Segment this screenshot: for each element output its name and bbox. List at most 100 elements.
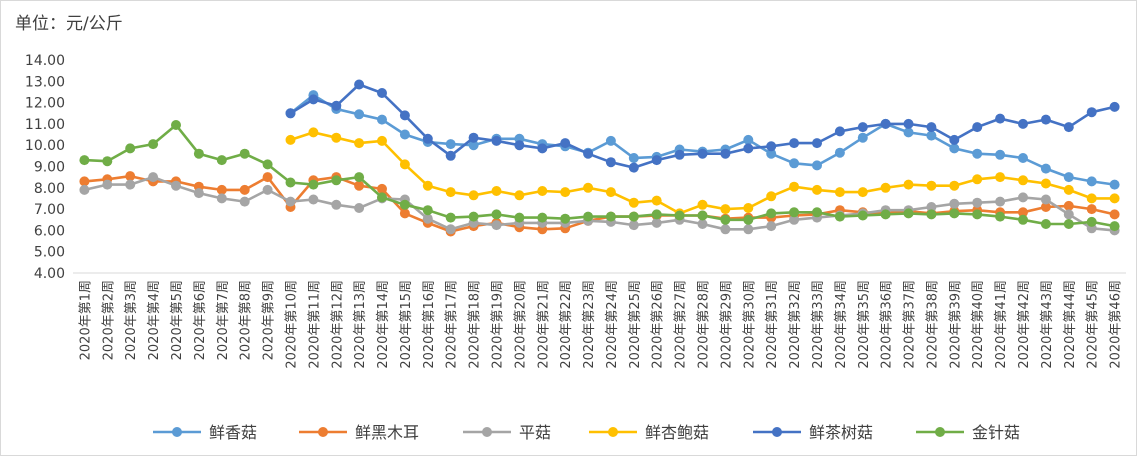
data-point [1109, 209, 1120, 220]
data-point [628, 197, 639, 208]
x-tick-label: 2020年第34周 [834, 280, 849, 369]
data-point [766, 141, 777, 152]
data-point [514, 140, 525, 151]
data-point [262, 184, 273, 195]
data-point [1018, 214, 1028, 225]
data-point [743, 143, 754, 154]
data-point [285, 108, 296, 119]
data-point [1063, 209, 1074, 220]
x-tick-label: 2020年第3周 [124, 280, 139, 360]
y-tick-label: 12.00 [25, 96, 65, 112]
data-point [354, 109, 365, 120]
data-point [399, 159, 410, 170]
data-point [789, 181, 800, 192]
data-point [399, 110, 410, 121]
data-point [720, 204, 731, 215]
data-point [697, 210, 708, 221]
x-axis-ticks: 2020年第1周 2020年第2周 2020年第3周 2020年第4周 2020年第5周… [78, 280, 1123, 369]
data-point [651, 155, 662, 166]
data-point [537, 143, 548, 154]
data-point [491, 186, 502, 196]
data-point [331, 100, 342, 111]
data-point [834, 187, 845, 198]
data-point [239, 148, 250, 159]
legend-swatch-marker [608, 427, 618, 437]
data-point [834, 211, 845, 222]
x-tick-label: 2020年第6周 [193, 280, 208, 360]
data-point [789, 207, 800, 218]
data-point [354, 138, 365, 149]
data-point [651, 209, 662, 220]
data-point [789, 214, 800, 225]
data-point [422, 205, 433, 216]
data-point [1109, 221, 1120, 232]
legend-label: 鲜杏鲍菇 [645, 423, 709, 442]
x-tick-label: 2020年第17周 [445, 280, 460, 369]
x-tick-label: 2020年第33周 [811, 280, 826, 369]
data-point [720, 214, 731, 225]
x-tick-label: 2020年第11周 [307, 280, 322, 369]
series-5 [285, 79, 1120, 173]
data-point [995, 113, 1006, 124]
data-point [422, 133, 433, 144]
series-1 [285, 90, 1120, 190]
data-point [1063, 172, 1074, 183]
x-tick-label: 2020年第36周 [880, 280, 895, 369]
data-point [79, 155, 90, 166]
data-point [949, 180, 960, 191]
data-point [1063, 200, 1074, 211]
x-tick-label: 2020年第20周 [513, 280, 528, 369]
data-point [468, 132, 479, 143]
data-point [1018, 192, 1028, 203]
x-tick-label: 2020年第25周 [628, 280, 643, 369]
data-point [216, 155, 227, 166]
data-point [491, 220, 502, 231]
data-point [605, 187, 616, 198]
data-point [377, 192, 387, 203]
data-point [628, 153, 639, 163]
x-tick-label: 2020年第45周 [1086, 280, 1101, 369]
x-tick-label: 2020年第15周 [399, 280, 414, 369]
data-point [628, 220, 639, 231]
data-point [102, 156, 113, 167]
data-point [903, 179, 914, 190]
data-point [1040, 178, 1051, 189]
x-tick-label: 2020年第42周 [1017, 280, 1032, 369]
x-tick-label: 2020年第38周 [925, 280, 940, 369]
data-point [514, 190, 525, 201]
data-point [216, 184, 227, 195]
data-point [926, 180, 937, 191]
data-point [743, 134, 754, 145]
data-point [377, 135, 387, 146]
data-point [79, 184, 90, 195]
data-point [560, 187, 571, 198]
x-tick-label: 2020年第41周 [994, 280, 1009, 369]
data-point [1018, 207, 1028, 218]
data-point [926, 209, 937, 220]
data-point [903, 118, 914, 129]
legend-item: 平菇 [463, 423, 551, 442]
x-tick-label: 2020年第18周 [468, 280, 483, 369]
x-tick-label: 2020年第35周 [857, 280, 872, 369]
data-point [148, 172, 159, 183]
data-point [468, 190, 479, 201]
data-point [262, 159, 273, 170]
x-tick-label: 2020年第16周 [422, 280, 437, 369]
data-point [720, 224, 731, 235]
data-point [651, 217, 662, 228]
data-point [285, 177, 296, 188]
data-point [812, 138, 822, 149]
legend: 鲜香菇 鲜黑木耳 平菇 鲜杏鲍菇 鲜茶树菇 金针菇 [153, 423, 1020, 442]
data-point [422, 213, 433, 224]
data-point [354, 203, 365, 213]
legend-item: 金针菇 [916, 423, 1020, 442]
x-tick-label: 2020年第21周 [536, 280, 551, 369]
y-tick-label: 4.00 [34, 266, 65, 282]
y-tick-label: 5.00 [34, 245, 65, 261]
series-line [84, 123, 1115, 228]
data-point [949, 134, 960, 145]
data-point [1109, 101, 1120, 112]
data-point [308, 179, 319, 190]
